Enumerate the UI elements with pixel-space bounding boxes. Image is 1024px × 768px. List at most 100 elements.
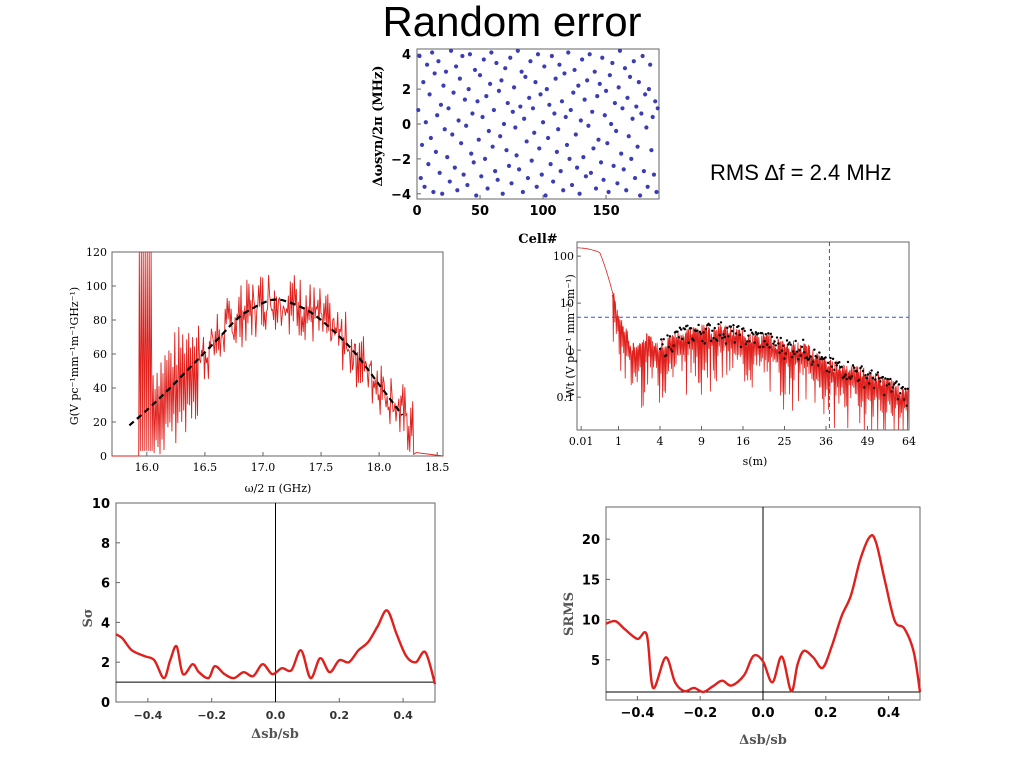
data-point <box>571 90 576 95</box>
envelope-marker <box>785 339 789 342</box>
envelope-marker <box>897 383 901 386</box>
data-point <box>583 174 588 179</box>
data-point <box>431 189 436 195</box>
y-tick-label: 0.1 <box>557 391 575 404</box>
data-point <box>418 175 423 181</box>
envelope-marker <box>679 328 683 331</box>
data-point <box>627 74 633 80</box>
data-point <box>564 142 570 148</box>
x-tick-label: 0.0 <box>266 709 286 722</box>
envelope-marker <box>896 397 899 401</box>
envelope-marker <box>877 377 881 380</box>
data-point <box>441 83 446 88</box>
envelope-marker <box>809 355 812 358</box>
data-point <box>645 184 650 189</box>
data-point <box>539 172 544 177</box>
data-point <box>453 64 459 69</box>
envelope-marker <box>861 369 865 373</box>
x-tick-label: 4 <box>657 435 664 448</box>
data-point <box>553 76 558 81</box>
envelope-marker <box>769 332 773 336</box>
envelope-marker <box>905 404 908 407</box>
envelope-marker <box>777 342 780 345</box>
envelope-marker <box>810 363 814 366</box>
data-point <box>466 87 471 92</box>
envelope-marker <box>845 377 848 381</box>
data-point <box>426 162 431 167</box>
x-tick-label: 36 <box>819 435 833 448</box>
data-point <box>641 168 646 174</box>
data-point <box>563 114 568 120</box>
impedance-trace <box>112 251 444 457</box>
envelope-marker <box>662 337 665 341</box>
x-tick-label: 1 <box>615 435 622 448</box>
envelope-marker <box>660 338 663 341</box>
data-point <box>596 137 601 142</box>
envelope-marker <box>668 335 672 338</box>
envelope-marker <box>722 333 725 336</box>
envelope-marker <box>760 332 764 335</box>
data-point <box>616 85 621 90</box>
slide-title: Random error <box>382 0 642 45</box>
envelope-marker <box>787 343 790 346</box>
data-point <box>421 80 426 85</box>
data-point <box>464 123 469 128</box>
data-point <box>620 106 625 111</box>
envelope-marker <box>773 340 776 343</box>
envelope-marker <box>869 372 872 375</box>
data-point <box>631 59 636 64</box>
data-point <box>574 165 580 170</box>
data-point <box>500 191 505 196</box>
data-point <box>446 106 451 111</box>
x-tick-label: 50 <box>471 204 489 219</box>
envelope-marker <box>813 348 816 351</box>
x-tick-label: 16.5 <box>193 461 218 474</box>
y-tick-label: 2 <box>402 83 411 98</box>
data-point <box>480 114 485 120</box>
data-point <box>419 142 425 148</box>
data-point <box>556 127 561 132</box>
data-point <box>653 99 658 104</box>
data-point <box>440 191 445 196</box>
envelope-marker <box>731 329 734 333</box>
data-point <box>467 52 473 57</box>
x-axis-label: ω/2 π (GHz) <box>245 482 312 495</box>
data-point <box>619 151 624 156</box>
envelope-marker <box>825 369 829 373</box>
y-tick-label: 100 <box>553 250 574 263</box>
data-point <box>614 128 619 134</box>
data-point <box>491 107 496 113</box>
envelope-marker <box>763 339 766 343</box>
envelope-marker <box>774 344 777 347</box>
envelope-marker <box>853 366 856 369</box>
x-tick-label: 18.5 <box>425 461 450 474</box>
envelope-marker <box>808 357 811 360</box>
y-tick-label: 60 <box>93 348 107 361</box>
data-point <box>528 59 533 64</box>
data-point <box>621 167 626 172</box>
data-point <box>630 116 635 121</box>
data-point <box>593 186 599 191</box>
data-point <box>557 62 562 67</box>
envelope-marker <box>860 365 863 368</box>
envelope-marker <box>831 357 835 361</box>
data-point <box>475 99 480 104</box>
data-point <box>460 53 465 59</box>
data-point <box>634 104 639 109</box>
data-point <box>442 127 447 132</box>
data-point <box>646 87 652 92</box>
envelope-marker <box>770 335 774 338</box>
envelope-marker <box>767 332 770 335</box>
data-point <box>496 88 502 93</box>
data-point <box>595 93 600 99</box>
envelope-marker <box>800 345 804 349</box>
data-point <box>601 177 606 182</box>
data-point <box>538 92 543 97</box>
envelope-marker <box>890 390 893 393</box>
data-point <box>474 193 479 198</box>
envelope-marker <box>703 342 707 345</box>
data-point <box>552 111 557 116</box>
envelope-marker <box>866 373 870 376</box>
data-point <box>447 179 452 184</box>
data-point <box>537 146 542 151</box>
